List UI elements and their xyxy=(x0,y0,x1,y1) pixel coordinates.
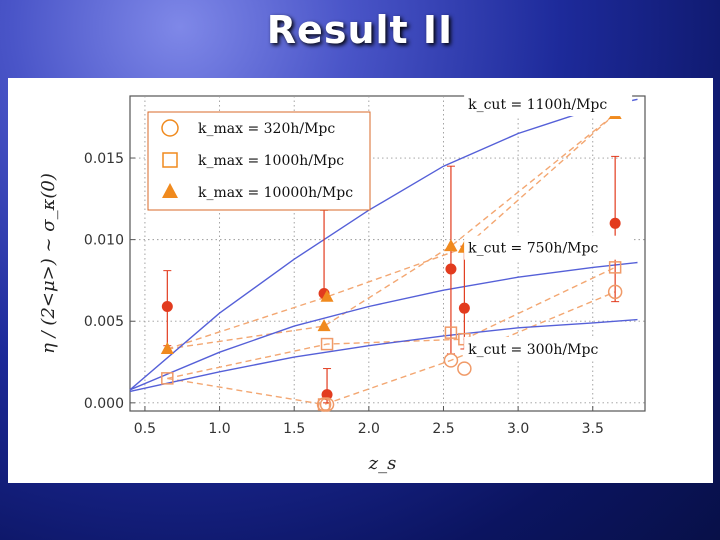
data-point xyxy=(161,372,174,385)
data-point xyxy=(160,341,174,354)
data-point xyxy=(316,397,332,412)
curve-label: k_cut = 300h/Mpc xyxy=(468,342,598,358)
data-point xyxy=(457,361,472,376)
legend-marker-triangle xyxy=(162,183,178,198)
legend-marker-circle xyxy=(161,119,179,137)
data-point xyxy=(319,397,335,412)
data-point xyxy=(320,337,334,351)
plot-frame xyxy=(129,95,646,412)
annotation-bg xyxy=(464,235,633,260)
model-curve xyxy=(129,261,638,391)
x-tick-label: 2.5 xyxy=(432,421,454,437)
annotation-bg xyxy=(464,92,633,117)
data-point xyxy=(317,398,331,411)
chart-panel: 0.5 1.0 1.5 2.0 2.5 3.0 3.5 0.000 0.005 0.010 0.01… xyxy=(8,78,713,483)
x-tick-label: 3.0 xyxy=(507,421,529,437)
y-tick-label: 0.015 xyxy=(84,151,124,167)
x-tick-label: 1.5 xyxy=(283,421,305,437)
legend-marker-square xyxy=(162,152,178,168)
dashed-connector xyxy=(167,266,616,380)
annotation-bg xyxy=(464,336,633,361)
data-point xyxy=(608,261,622,274)
x-tick-label: 1.0 xyxy=(208,421,230,437)
legend-label: k_max = 10000h/Mpc xyxy=(198,185,353,201)
data-point xyxy=(317,319,331,332)
x-axis-label: z_s xyxy=(368,453,397,474)
data-point xyxy=(444,326,458,339)
y-tick-label: 0.000 xyxy=(84,396,124,412)
data-point xyxy=(609,217,621,229)
x-tick-label: 3.5 xyxy=(582,421,604,437)
curve-label: k_cut = 750h/Mpc xyxy=(468,241,598,257)
legend-label: k_max = 1000h/Mpc xyxy=(198,153,344,169)
x-tick-label: 0.5 xyxy=(134,421,156,437)
data-point xyxy=(161,301,173,313)
data-point xyxy=(320,289,334,302)
slide-title: Result II xyxy=(266,8,454,52)
x-tick-label: 2.0 xyxy=(358,421,380,437)
dashed-connector xyxy=(167,113,616,350)
data-point xyxy=(458,302,470,314)
chart-svg: 0.5 1.0 1.5 2.0 2.5 3.0 3.5 0.000 0.005 0.010 0.01… xyxy=(38,92,646,474)
legend-label: k_max = 320h/Mpc xyxy=(198,121,335,137)
data-point xyxy=(444,239,458,252)
dashed-connector xyxy=(167,113,616,350)
model-curve xyxy=(129,318,638,393)
curve-label: k_cut = 1100h/Mpc xyxy=(468,97,607,113)
legend-box xyxy=(147,111,371,211)
data-point xyxy=(443,353,459,368)
y-axis-label: η / (2<μ>) ~ σ_κ(0) xyxy=(38,173,59,354)
data-point xyxy=(607,284,623,300)
y-tick-label: 0.005 xyxy=(84,314,124,330)
y-tick-label: 0.010 xyxy=(84,233,124,249)
data-point xyxy=(445,263,457,275)
